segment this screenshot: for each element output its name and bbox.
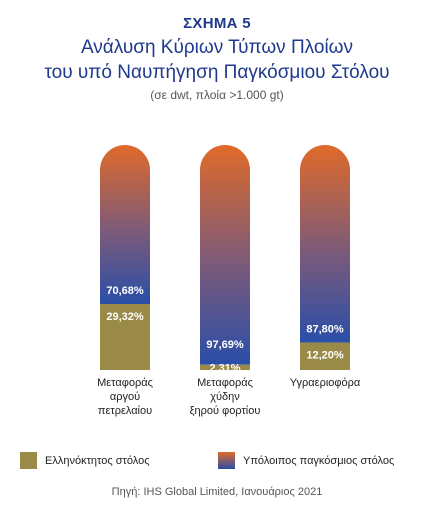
data-label-rest-of-fleet-1: 70,68% — [106, 285, 144, 297]
figure-label: ΣΧΗΜΑ 5 — [183, 15, 251, 32]
legend-swatch-greek-fleet — [20, 452, 37, 469]
data-label-greek-fleet-2: 2,31% — [209, 362, 240, 374]
data-label-rest-of-fleet-3: 87,80% — [306, 324, 344, 336]
bar-greek-fleet-1 — [100, 304, 150, 370]
chart-title-line-2: του υπό Ναυπήγηση Παγκόσμιου Στόλου — [44, 62, 390, 83]
legend-item-greek-fleet: Ελληνόκτητος στόλος — [20, 452, 150, 469]
legend-label-rest-of-fleet: Υπόλοιπος παγκόσμιος στόλος — [243, 454, 395, 467]
legend: Ελληνόκτητος στόλος Υπόλοιπος παγκόσμιος… — [0, 452, 434, 472]
data-label-greek-fleet-1: 29,32% — [106, 311, 144, 323]
category-label-3: Υγραεριοφόρα — [289, 377, 361, 389]
bar-greek-fleet-3 — [300, 342, 350, 370]
bar-rest-of-fleet-3 — [300, 145, 350, 343]
chart-header: ΣΧΗΜΑ 5 Ανάλυση Κύριων Τύπων Πλοίων του … — [0, 14, 434, 103]
stacked-bar-chart: 70,68% 29,32% 97,69% 2,31% 87,80% 12,20% — [100, 145, 350, 374]
category-label-2: Μεταφοράς χύδην ξηρού φορτίου — [189, 377, 261, 417]
chart-subtitle: (σε dwt, πλοία >1.000 gt) — [150, 88, 284, 102]
chart-title-line-1: Ανάλυση Κύριων Τύπων Πλοίων — [80, 37, 354, 58]
legend-item-rest-of-fleet: Υπόλοιπος παγκόσμιος στόλος — [218, 452, 394, 469]
bar-rest-of-fleet-2 — [200, 145, 250, 365]
bar-rest-of-fleet-1 — [100, 145, 150, 305]
data-label-greek-fleet-3: 12,20% — [306, 350, 344, 362]
bar-greek-fleet-2 — [200, 364, 250, 370]
category-label-1: Μεταφοράς αργού πετρελαίου — [97, 377, 153, 417]
legend-swatch-rest-of-fleet — [218, 452, 235, 469]
data-label-rest-of-fleet-2: 97,69% — [206, 339, 244, 351]
source-note: Πηγή: IHS Global Limited, Ιανουάριος 202… — [111, 486, 323, 498]
legend-label-greek-fleet: Ελληνόκτητος στόλος — [45, 454, 150, 467]
